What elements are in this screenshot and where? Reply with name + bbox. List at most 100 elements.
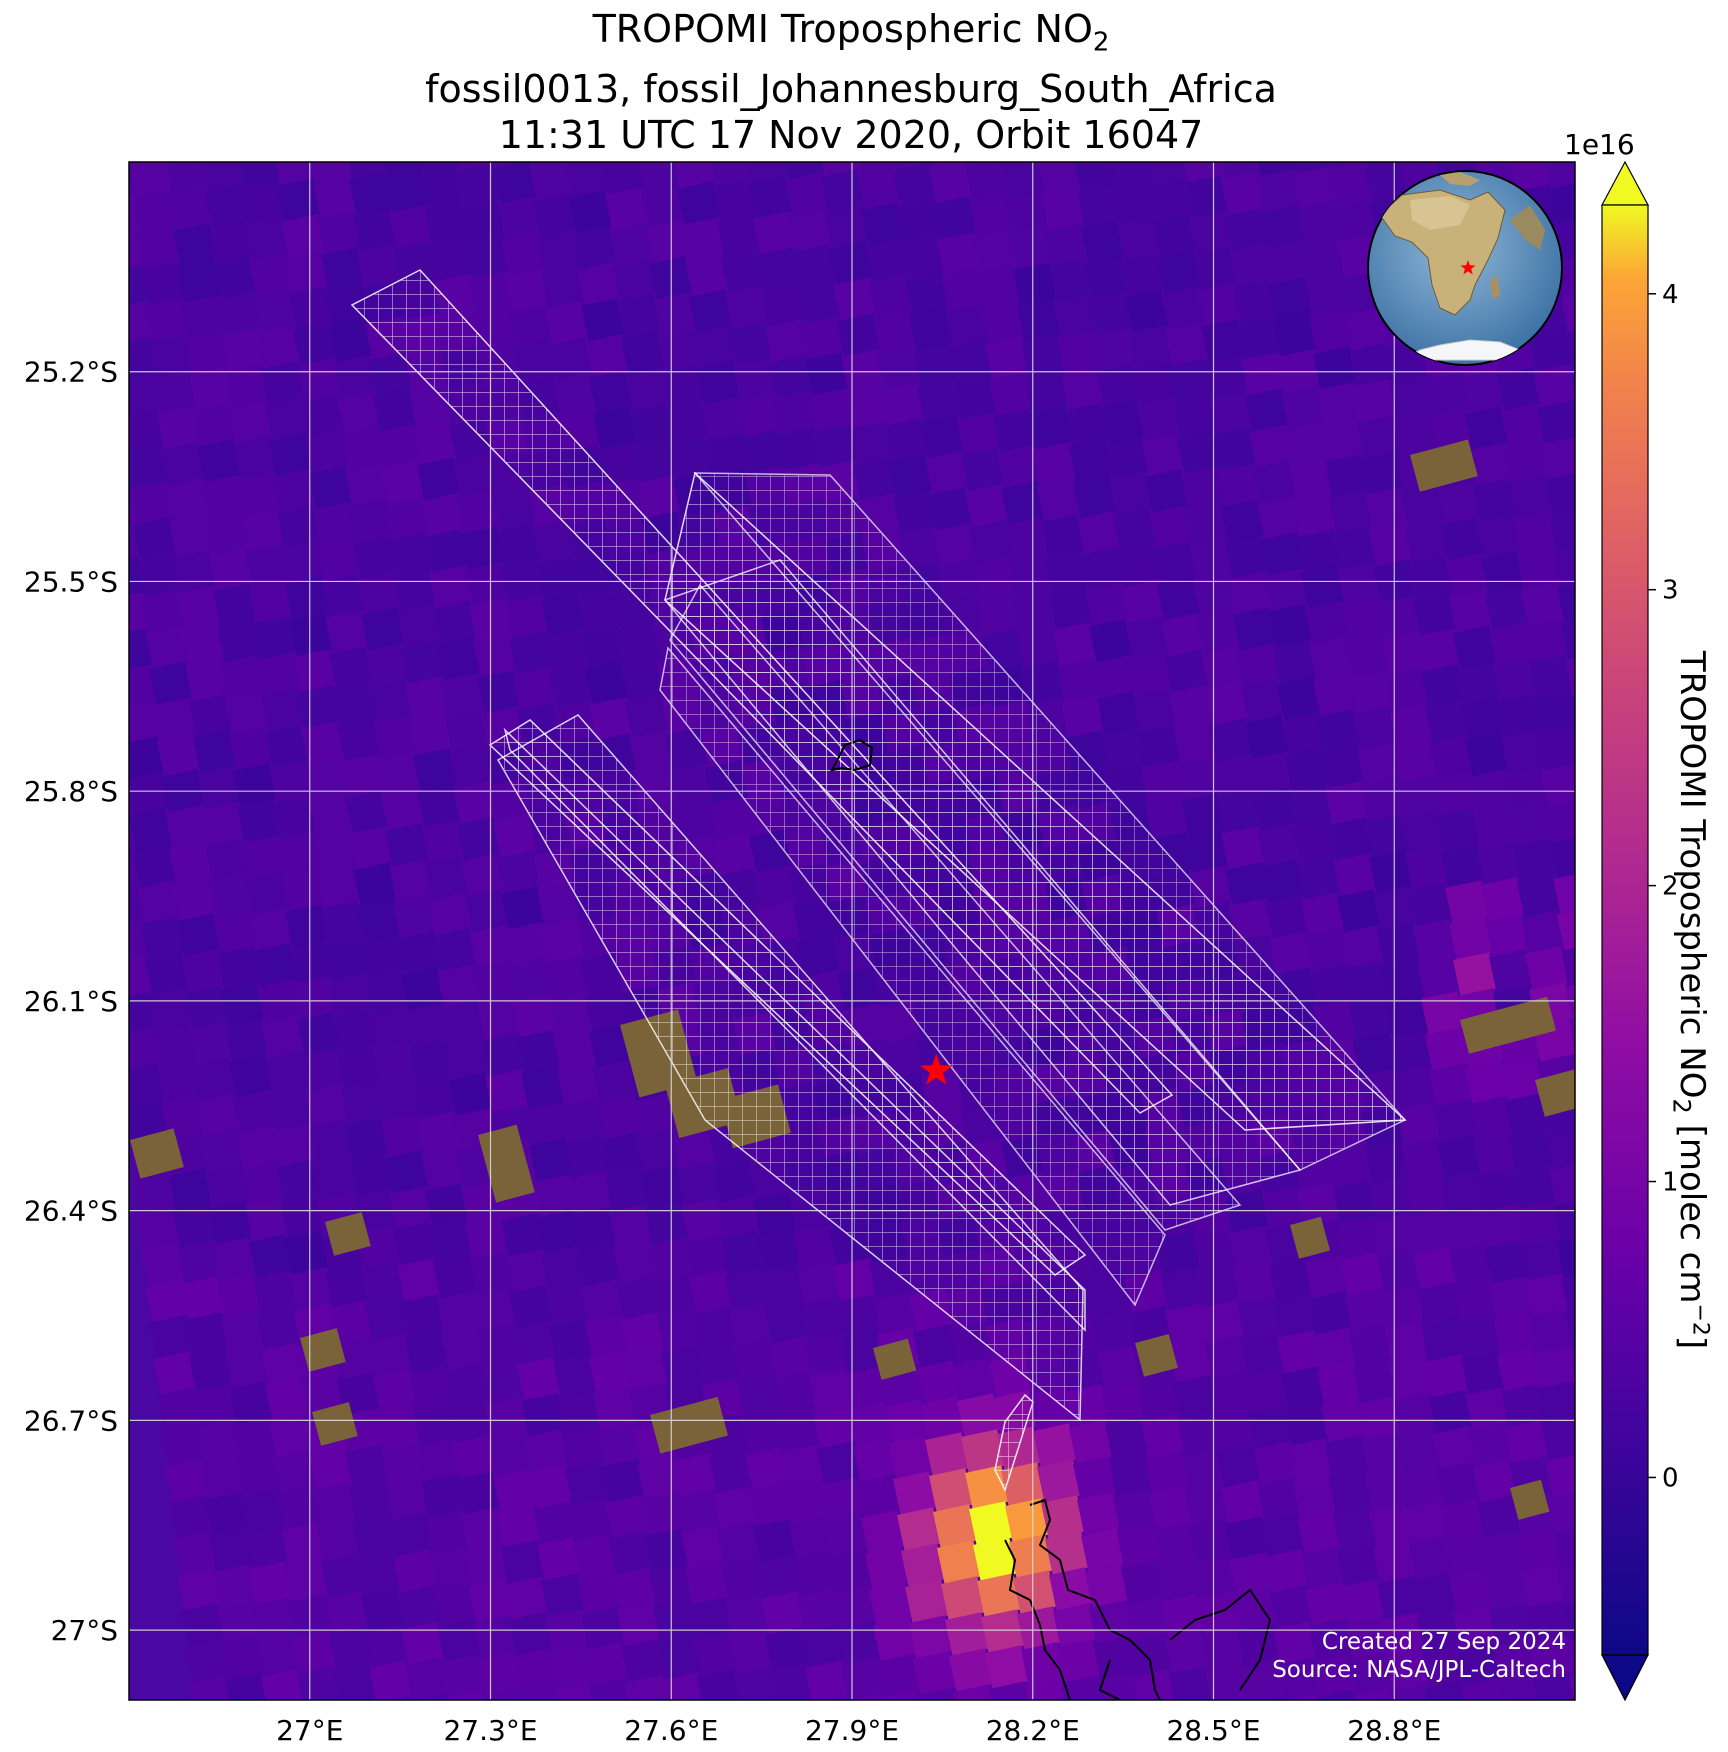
no2-pixel bbox=[417, 1438, 461, 1483]
no2-pixel bbox=[1452, 952, 1497, 997]
no2-pixel bbox=[273, 162, 317, 187]
no2-pixel bbox=[252, 289, 297, 334]
no2-pixel bbox=[581, 1606, 625, 1651]
no2-pixel bbox=[441, 1654, 485, 1699]
no2-pixel bbox=[1344, 961, 1389, 1006]
no2-pixel bbox=[1317, 382, 1361, 427]
no2-pixel bbox=[217, 946, 261, 991]
no2-pixel bbox=[240, 835, 285, 880]
no2-pixel bbox=[345, 162, 389, 181]
no2-pixel bbox=[461, 199, 505, 244]
no2-pixel bbox=[137, 553, 181, 598]
no2-pixel bbox=[145, 952, 189, 997]
no2-pixel bbox=[493, 487, 537, 532]
no2-pixel bbox=[145, 298, 189, 343]
no2-pixel bbox=[172, 550, 217, 595]
no2-pixel bbox=[1445, 880, 1489, 925]
no2-pixel bbox=[1685, 424, 1728, 468]
no2-pixel bbox=[1541, 436, 1575, 481]
no2-pixel bbox=[1597, 0, 1641, 3]
no2-pixel bbox=[181, 949, 225, 994]
no2-pixel bbox=[1141, 106, 1185, 150]
no2-pixel bbox=[1352, 379, 1397, 424]
no2-pixel bbox=[1529, 1309, 1573, 1354]
no2-pixel bbox=[1304, 928, 1349, 973]
no2-pixel bbox=[1340, 925, 1385, 970]
no2-pixel bbox=[585, 988, 629, 1033]
no2-pixel bbox=[208, 1528, 253, 1573]
no2-pixel bbox=[1356, 415, 1401, 460]
no2-pixel bbox=[501, 232, 545, 277]
no2-pixel bbox=[353, 535, 397, 580]
no2-pixel bbox=[1169, 1666, 1213, 1700]
no2-pixel bbox=[1645, 64, 1689, 108]
no2-pixel bbox=[129, 628, 153, 673]
no2-pixel bbox=[157, 733, 201, 778]
no2-pixel bbox=[733, 1339, 777, 1384]
no2-pixel bbox=[1136, 724, 1181, 769]
no2-pixel bbox=[1356, 1396, 1401, 1441]
no2-pixel bbox=[717, 1195, 761, 1240]
no2-pixel bbox=[1560, 289, 1575, 334]
no2-pixel bbox=[261, 688, 305, 733]
no2-pixel bbox=[1516, 874, 1561, 919]
no2-pixel bbox=[960, 1429, 1005, 1474]
no2-pixel bbox=[269, 106, 313, 150]
no2-pixel bbox=[1057, 658, 1101, 703]
no2-pixel bbox=[749, 175, 793, 220]
no2-pixel bbox=[1717, 385, 1728, 429]
no2-pixel bbox=[464, 1543, 509, 1588]
no2-pixel bbox=[1413, 1573, 1457, 1618]
no2-pixel bbox=[1464, 733, 1509, 778]
no2-pixel bbox=[817, 1441, 861, 1486]
no2-pixel bbox=[329, 1300, 373, 1345]
no2-pixel bbox=[1444, 1207, 1489, 1252]
lon-tick-label: 27.3°E bbox=[443, 1714, 537, 1747]
no2-pixel bbox=[1685, 1405, 1728, 1449]
no2-pixel bbox=[201, 1456, 245, 1501]
no2-pixel bbox=[249, 907, 293, 952]
no2-pixel bbox=[788, 1516, 833, 1561]
no2-pixel bbox=[49, 415, 93, 459]
no2-pixel bbox=[1465, 79, 1509, 123]
no2-pixel bbox=[581, 625, 625, 670]
no2-pixel bbox=[405, 1657, 449, 1700]
no2-pixel bbox=[552, 1027, 597, 1072]
no2-pixel bbox=[669, 109, 713, 153]
no2-pixel bbox=[905, 1579, 949, 1624]
no2-pixel bbox=[724, 286, 769, 331]
no2-pixel bbox=[1061, 1675, 1105, 1700]
no2-pixel bbox=[397, 1258, 441, 1303]
no2-pixel bbox=[1028, 406, 1073, 451]
no2-pixel bbox=[249, 253, 293, 298]
no2-pixel bbox=[1245, 61, 1289, 105]
no2-pixel bbox=[1373, 886, 1417, 931]
no2-pixel bbox=[1485, 913, 1529, 958]
no2-pixel bbox=[1429, 1063, 1473, 1108]
no2-pixel bbox=[573, 1207, 617, 1252]
no2-pixel bbox=[1433, 162, 1477, 163]
no2-pixel bbox=[813, 1405, 857, 1450]
no2-pixel bbox=[437, 1291, 481, 1336]
no2-pixel bbox=[681, 1525, 725, 1570]
no2-pixel bbox=[1169, 358, 1213, 403]
no2-pixel bbox=[549, 991, 593, 1036]
no2-pixel bbox=[773, 64, 817, 108]
no2-pixel bbox=[1344, 307, 1389, 352]
no2-pixel bbox=[57, 160, 101, 204]
no2-pixel bbox=[341, 754, 385, 799]
no2-pixel bbox=[85, 85, 129, 129]
no2-pixel bbox=[612, 1567, 657, 1612]
no2-pixel bbox=[1308, 964, 1353, 1009]
no2-pixel bbox=[637, 475, 681, 520]
no2-pixel bbox=[1037, 1459, 1081, 1504]
no2-pixel bbox=[405, 676, 449, 721]
no2-pixel bbox=[212, 256, 257, 301]
no2-pixel bbox=[1537, 73, 1581, 117]
no2-pixel bbox=[1057, 4, 1101, 48]
no2-pixel bbox=[625, 1675, 669, 1700]
no2-pixel bbox=[685, 253, 729, 298]
no2-pixel bbox=[860, 1510, 905, 1555]
no2-pixel bbox=[1304, 274, 1349, 319]
no2-pixel bbox=[137, 226, 181, 271]
